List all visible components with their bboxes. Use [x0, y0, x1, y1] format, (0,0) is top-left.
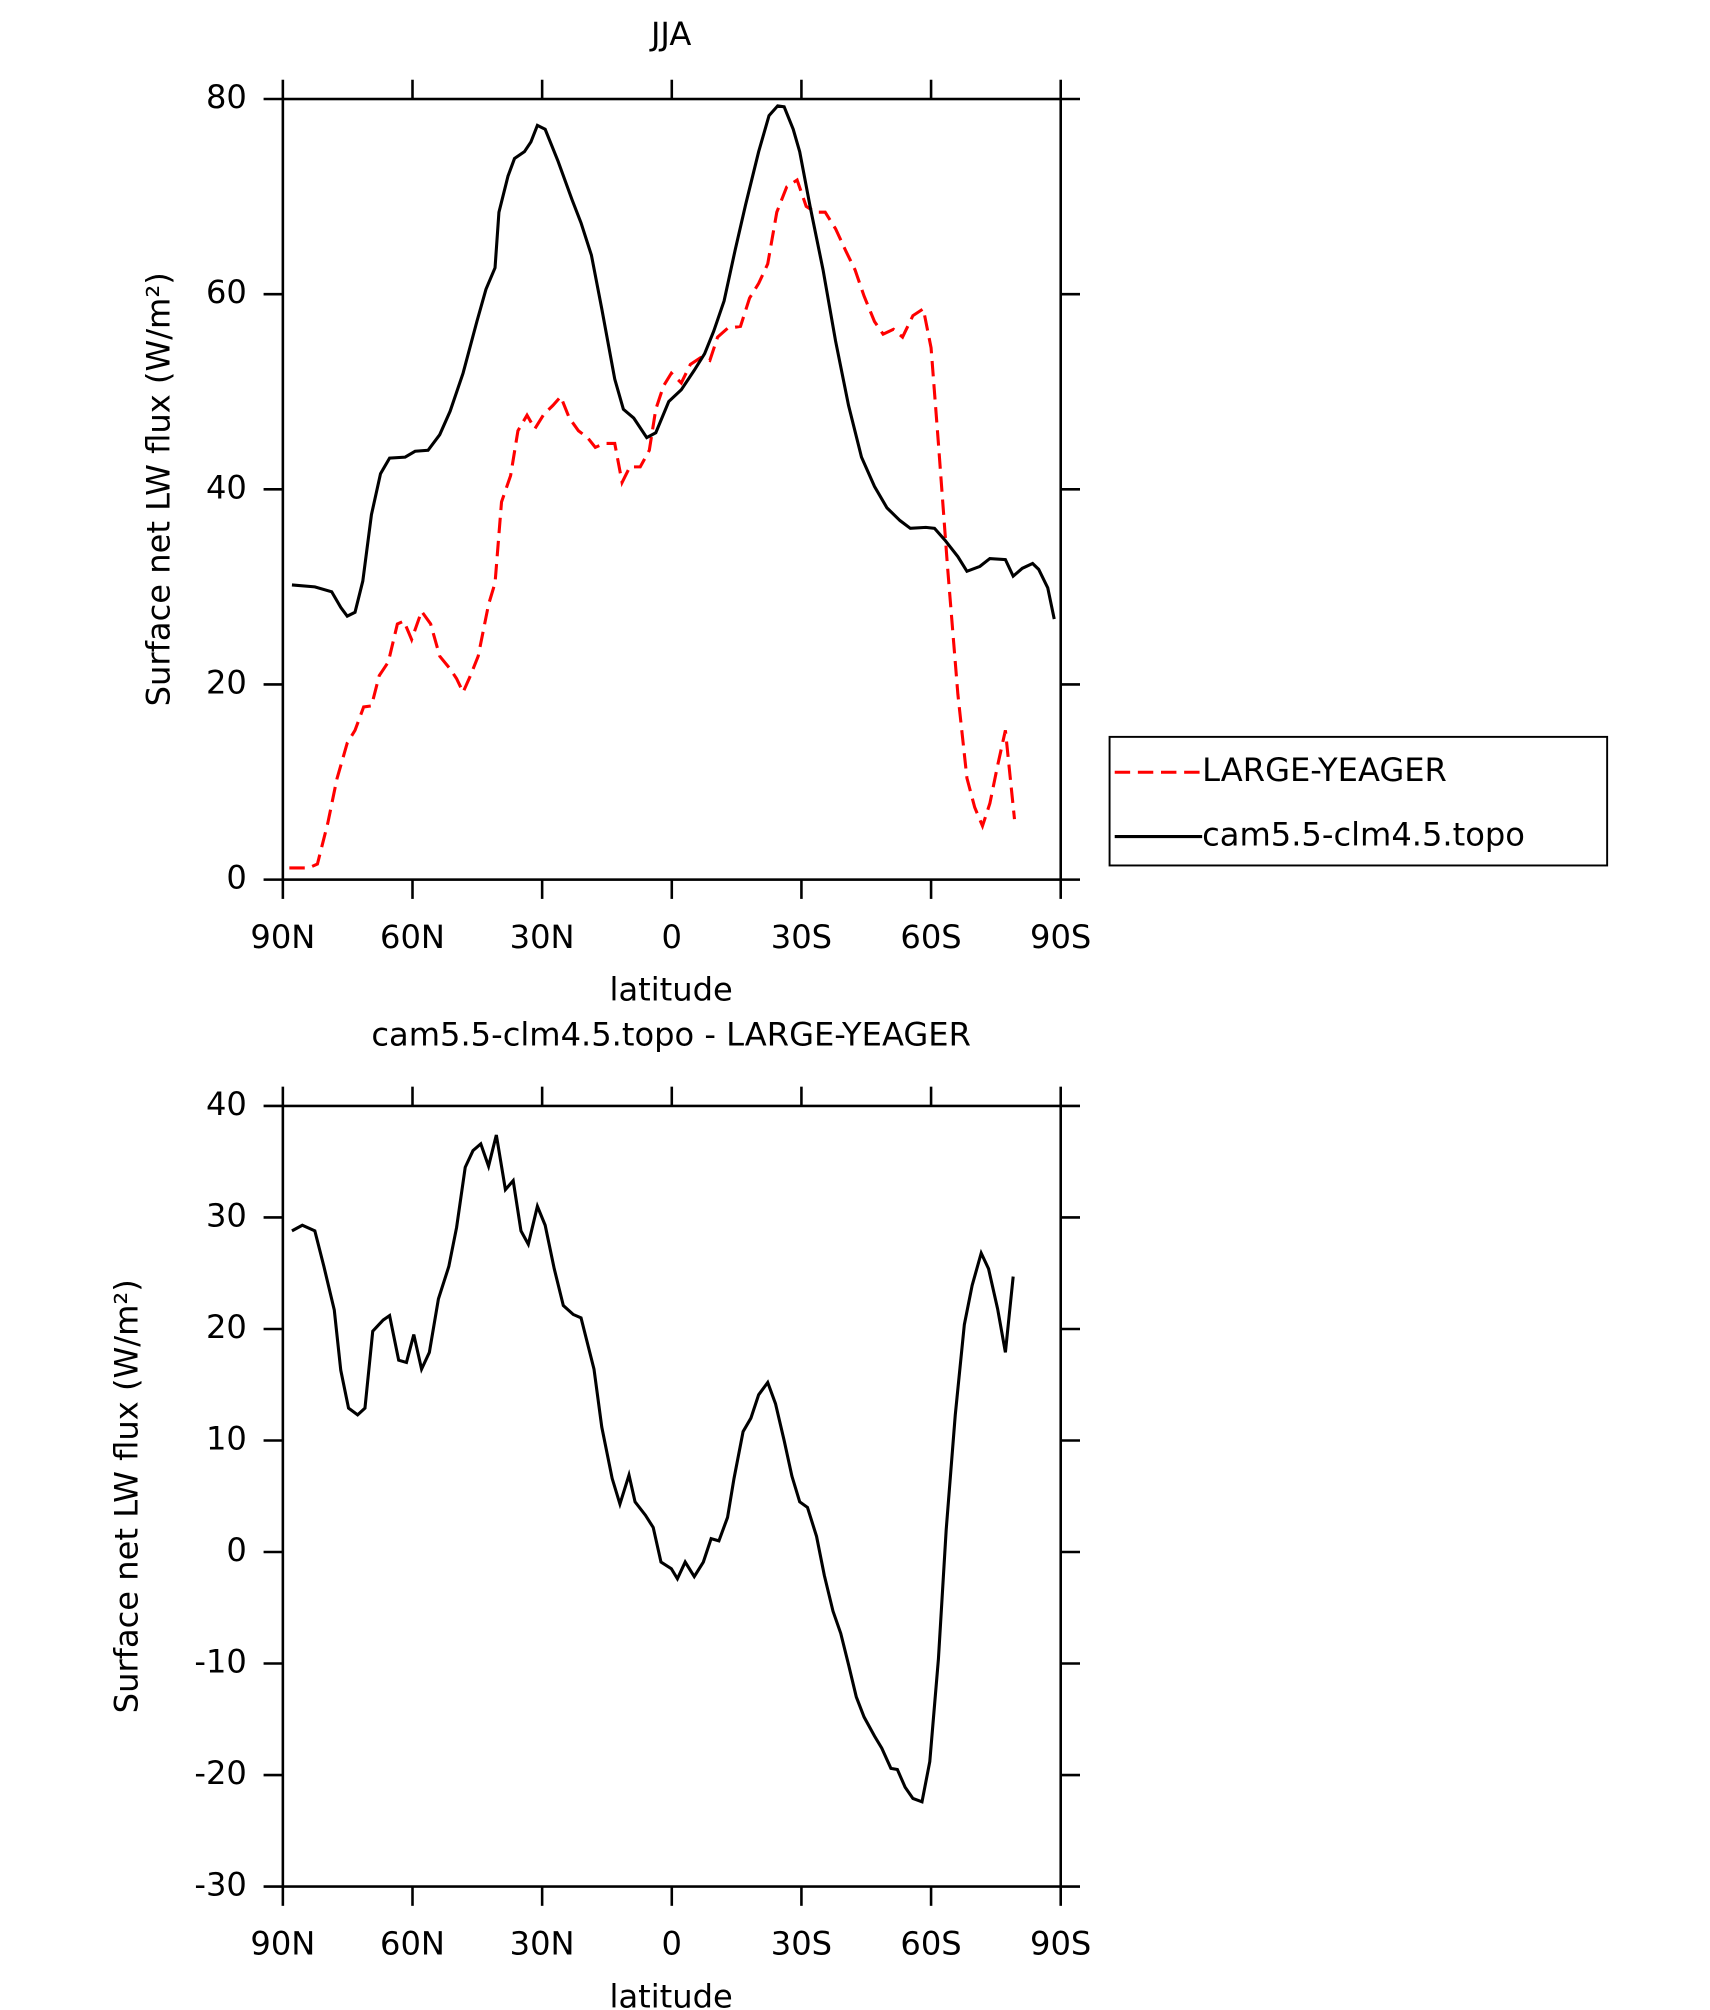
legend-label: cam5.5-clm4.5.topo — [1202, 816, 1525, 854]
x-tick-label: 0 — [662, 1925, 682, 1963]
x-axis-label: latitude — [610, 1977, 733, 2010]
x-axis-label: latitude — [610, 970, 733, 1008]
y-tick-label: 30 — [206, 1196, 247, 1234]
y-tick-label: 20 — [206, 663, 247, 701]
y-axis-label: Surface net LW flux (W/m²) — [108, 1279, 146, 1713]
data-line — [291, 1134, 1015, 1804]
y-tick-label: 40 — [206, 1085, 247, 1123]
x-tick-label: 30S — [771, 1925, 832, 1963]
legend-label: LARGE-YEAGER — [1202, 751, 1447, 789]
x-tick-label: 30N — [510, 918, 575, 956]
data-line — [289, 177, 1017, 870]
chart-title: cam5.5-clm4.5.topo - LARGE-YEAGER — [371, 1016, 971, 1054]
x-tick-label: 60N — [380, 1925, 445, 1963]
x-tick-label: 90N — [250, 918, 315, 956]
y-tick-label: 60 — [206, 273, 247, 311]
x-tick-label: 30N — [510, 1925, 575, 1963]
x-tick-label: 60S — [900, 918, 961, 956]
y-tick-label: 80 — [206, 78, 247, 116]
x-tick-label: 60N — [380, 918, 445, 956]
y-tick-label: 0 — [226, 859, 246, 897]
x-tick-label: 90S — [1030, 918, 1091, 956]
y-tick-label: 20 — [206, 1308, 247, 1346]
y-tick-label: 0 — [226, 1531, 246, 1569]
x-tick-label: 90S — [1030, 1925, 1091, 1963]
x-tick-label: 0 — [662, 918, 682, 956]
y-axis-label: Surface net LW flux (W/m²) — [140, 272, 178, 706]
plot-frame — [281, 1104, 1062, 1888]
data-line — [291, 104, 1056, 620]
y-tick-label: -30 — [194, 1866, 246, 1904]
x-tick-label: 30S — [771, 918, 832, 956]
y-tick-label: 40 — [206, 468, 247, 506]
x-tick-label: 90N — [250, 1925, 315, 1963]
chart-panel: cam5.5-clm4.5.topo - LARGE-YEAGER latitud… — [108, 1016, 1092, 2010]
y-tick-label: -20 — [194, 1754, 246, 1792]
plot-frame — [281, 97, 1062, 881]
chart-panel: JJA latitude Surface net LW flux (W/m²) 0 20… — [140, 15, 1609, 1008]
x-tick-label: 60S — [900, 1925, 961, 1963]
y-tick-label: -10 — [194, 1643, 246, 1681]
chart-title: JJA — [649, 15, 691, 53]
legend-box — [1108, 735, 1609, 867]
y-tick-label: 10 — [206, 1419, 247, 1457]
